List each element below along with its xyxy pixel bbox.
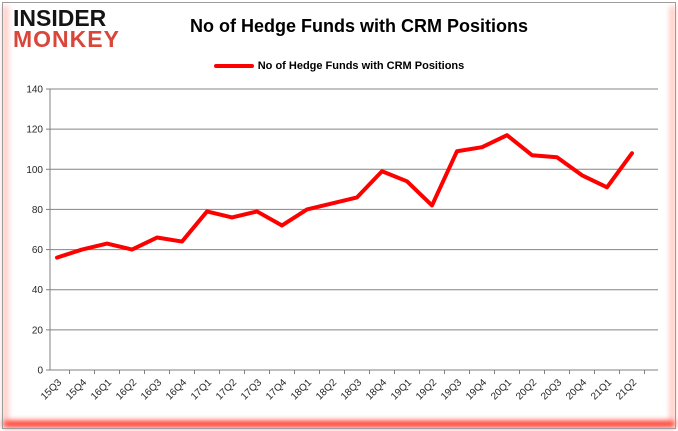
y-axis-label: 120: [26, 125, 43, 136]
logo-line-insider: INSIDER: [13, 5, 107, 31]
x-axis-label: 20Q3: [539, 377, 564, 402]
series-line: [55, 133, 634, 260]
y-axis-label: 40: [32, 285, 44, 296]
red-glow-right: [670, 6, 675, 421]
y-axis-label: 100: [26, 165, 43, 176]
x-axis-label: 18Q3: [339, 377, 364, 402]
x-axis-label: 20Q1: [489, 377, 514, 402]
x-axis-label: 18Q2: [314, 377, 339, 402]
x-axis-label: 18Q4: [364, 377, 389, 402]
x-axis-label: 20Q2: [514, 377, 539, 402]
x-axis-label: 17Q4: [264, 377, 289, 402]
x-axis-label: 19Q2: [414, 377, 439, 402]
x-axis-label: 17Q2: [214, 377, 239, 402]
x-axis-label: 18Q1: [289, 377, 314, 402]
y-axis-label: 140: [26, 85, 43, 96]
x-axis-label: 17Q3: [239, 377, 264, 402]
legend-line-swatch: [213, 64, 254, 68]
x-axis-label: 16Q2: [114, 377, 139, 402]
x-axis-label: 17Q1: [189, 377, 214, 402]
x-axis-label: 15Q4: [64, 377, 89, 402]
x-axis-label: 19Q3: [439, 377, 464, 402]
y-axis-label: 20: [32, 325, 44, 336]
x-axis-label: 16Q4: [164, 377, 189, 402]
x-axis-label: 16Q1: [89, 377, 114, 402]
x-axis-label: 21Q2: [614, 377, 639, 402]
x-axis-label: 20Q4: [564, 377, 589, 402]
legend-label: No of Hedge Funds with CRM Positions: [257, 60, 465, 72]
y-axis-label: 60: [32, 245, 44, 256]
chart-title: No of Hedge Funds with CRM Positions: [190, 16, 528, 36]
red-glow-left: [3, 6, 8, 421]
x-axis-label: 21Q1: [589, 377, 614, 402]
x-axis-label: 16Q3: [139, 377, 164, 402]
red-glow-bottom: [3, 421, 675, 427]
logo-line-monkey: MONKEY: [13, 26, 120, 52]
insider-monkey-logo: INSIDER MONKEY: [13, 5, 120, 52]
x-axis-label: 19Q1: [389, 377, 414, 402]
legend: No of Hedge Funds with CRM Positions: [0, 60, 678, 72]
y-axis-label: 0: [37, 366, 43, 377]
x-axis-label: 19Q4: [464, 377, 489, 402]
x-axis-label: 15Q3: [39, 377, 64, 402]
y-axis-label: 80: [32, 205, 44, 216]
